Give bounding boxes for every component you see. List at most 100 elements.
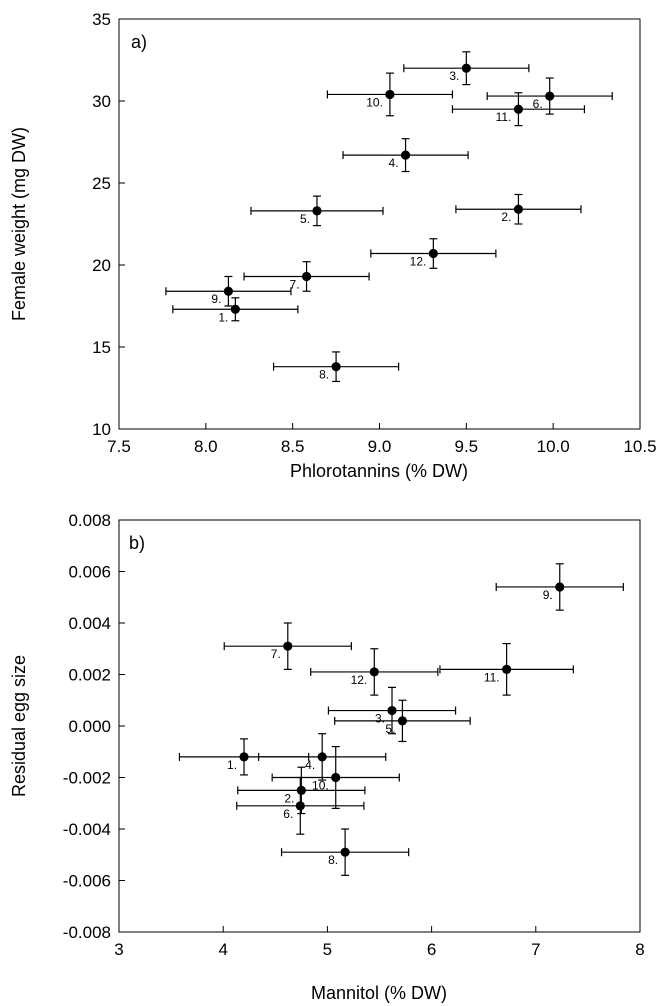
x-tick-label: 7.5 xyxy=(107,437,131,456)
x-tick-label: 10.0 xyxy=(537,437,570,456)
y-tick-label: 0.008 xyxy=(68,511,111,530)
panel-label-b: b) xyxy=(129,533,145,553)
point-label: 4. xyxy=(305,758,315,772)
point-marker xyxy=(428,248,438,259)
y-tick-label: 15 xyxy=(92,338,111,357)
y-tick-label: 30 xyxy=(92,92,111,111)
point-marker xyxy=(331,772,341,783)
plot-frame-b xyxy=(118,519,641,933)
data-point: 9. xyxy=(495,563,624,611)
y-axis-title-a: Female weight (mg DW) xyxy=(9,127,29,321)
data-point: 3. xyxy=(327,686,457,735)
data-point: 4. xyxy=(342,138,469,173)
data-point: 10. xyxy=(271,745,400,810)
x-axis-title-a: Phlorotannins (% DW) xyxy=(290,461,468,481)
x-tick-label: 8.0 xyxy=(194,437,218,456)
point-label: 7. xyxy=(290,277,300,291)
y-tick-label: 20 xyxy=(92,256,111,275)
point-label: 9. xyxy=(211,292,221,306)
y-tick-label: 0.002 xyxy=(68,666,111,685)
point-label: 10. xyxy=(312,779,329,793)
point-label: 3. xyxy=(375,712,385,726)
point-marker xyxy=(340,847,350,857)
point-label: 10. xyxy=(366,95,383,109)
y-tick-label: -0.008 xyxy=(63,923,111,942)
point-marker xyxy=(397,716,408,726)
point-label: 2. xyxy=(501,210,511,224)
point-marker xyxy=(461,63,471,73)
data-point: 6. xyxy=(486,77,613,115)
point-label: 5. xyxy=(300,212,310,226)
panel-a: a) 7.5 8.0 8.5 9.0 9.5 10.0 10.5 101520253035 … xyxy=(9,10,657,481)
point-label: 5. xyxy=(385,722,395,736)
point-label: 7. xyxy=(271,647,281,661)
x-tick-label: 8 xyxy=(635,940,644,959)
data-point: 5. xyxy=(334,699,471,743)
data-point: 8. xyxy=(272,351,400,383)
point-label: 8. xyxy=(319,368,329,382)
data-point: 7. xyxy=(223,622,352,670)
x-tick-label: 8.5 xyxy=(281,437,305,456)
y-tick-label: -0.006 xyxy=(63,872,111,891)
data-point: 4. xyxy=(258,733,387,781)
x-axis-title-b: Mannitol (% DW) xyxy=(311,983,447,1003)
panel-label-a: a) xyxy=(131,32,147,52)
point-label: 4. xyxy=(389,156,399,170)
point-marker xyxy=(223,286,234,296)
x-tick-label: 7 xyxy=(531,940,540,959)
point-marker xyxy=(513,204,524,214)
point-marker xyxy=(230,304,240,314)
point-marker xyxy=(545,91,555,101)
point-marker xyxy=(385,89,395,100)
data-point: 5. xyxy=(250,195,384,227)
data-point: 6. xyxy=(236,776,365,835)
data-point: 12. xyxy=(310,648,439,696)
data-point: 9. xyxy=(165,275,292,307)
point-label: 1. xyxy=(227,758,237,772)
y-tick-label: 0.006 xyxy=(68,563,111,582)
panel-b: b) 3 4 5 6 7 8 -0.008 -0.006 -0.004 -0.002 0.000 0… xyxy=(9,511,645,1003)
point-label: 3. xyxy=(449,69,459,83)
point-marker xyxy=(331,362,341,372)
data-point: 3. xyxy=(403,51,530,86)
y-tick-label: 0.004 xyxy=(68,614,111,633)
data-point: 11. xyxy=(439,642,574,696)
y-tick-label: 25 xyxy=(92,174,111,193)
x-ticks-b: 3 4 5 6 7 8 xyxy=(114,926,645,959)
point-marker xyxy=(502,664,512,674)
x-tick-label: 5 xyxy=(323,940,332,959)
x-tick-label: 4 xyxy=(218,940,227,959)
point-marker xyxy=(301,271,312,282)
x-tick-label: 9.5 xyxy=(455,437,479,456)
point-marker xyxy=(513,104,524,114)
y-tick-label: -0.004 xyxy=(63,820,111,839)
point-marker xyxy=(317,752,327,762)
point-marker xyxy=(239,752,249,762)
point-label: 12. xyxy=(410,255,427,269)
data-point: 11. xyxy=(451,92,586,127)
x-tick-label: 6 xyxy=(427,940,436,959)
data-point: 2. xyxy=(455,193,582,225)
point-marker xyxy=(295,801,305,811)
y-tick-label: 0.000 xyxy=(68,717,111,736)
point-marker xyxy=(312,206,322,216)
point-label: 11. xyxy=(496,110,512,124)
y-tick-label: 35 xyxy=(92,10,111,29)
y-ticks-b: -0.008 -0.006 -0.004 -0.002 0.000 0.002 0.004 0… xyxy=(63,511,125,942)
data-points-a: 1. 2. 3. 4. 5. 6. 7. 8. 9. 10. 11. 12. xyxy=(165,51,613,383)
point-label: 9. xyxy=(543,588,553,602)
point-marker xyxy=(400,150,411,160)
data-points-b: 1. 2. 3. 4. 5. 6. 7. 8. 9. 10. 11. 12. xyxy=(178,563,624,876)
data-point: 8. xyxy=(280,828,410,876)
data-point: 7. xyxy=(243,261,370,292)
point-marker xyxy=(296,785,306,795)
point-marker xyxy=(387,705,397,716)
x-tick-label: 10.5 xyxy=(623,437,656,456)
plot-frame-a xyxy=(118,18,641,430)
x-tick-label: 3 xyxy=(114,940,123,959)
data-point: 12. xyxy=(370,238,497,269)
y-axis-title-b: Residual egg size xyxy=(9,655,29,797)
point-label: 11. xyxy=(484,670,500,684)
data-point: 1. xyxy=(172,297,299,324)
